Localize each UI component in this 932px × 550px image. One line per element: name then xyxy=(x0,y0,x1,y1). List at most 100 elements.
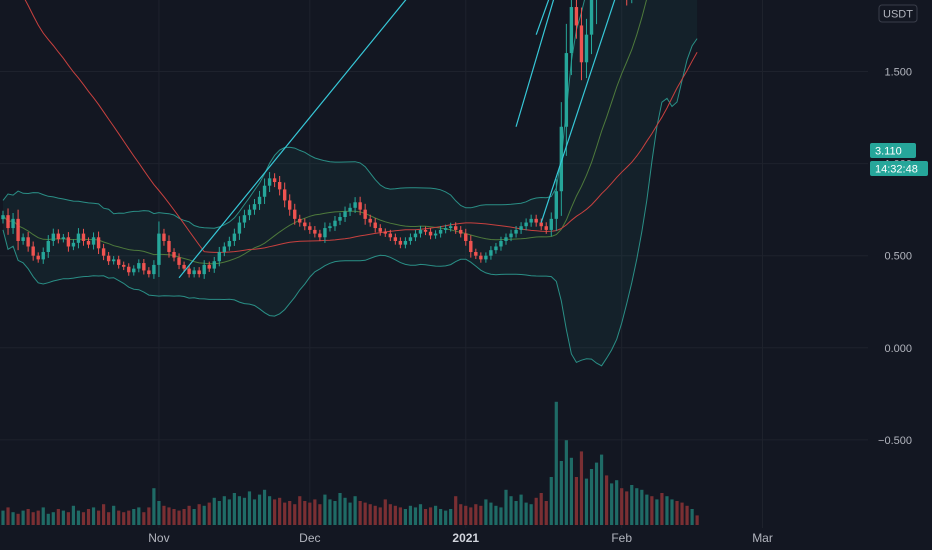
volume-bar xyxy=(479,505,483,525)
volume-bar xyxy=(454,496,458,525)
volume-bar xyxy=(519,494,523,525)
volume-bar xyxy=(504,489,508,525)
trendlines xyxy=(178,0,616,279)
candle-body xyxy=(272,178,277,183)
volume-bar xyxy=(96,510,101,525)
candle-body xyxy=(237,222,242,234)
candle-body xyxy=(338,217,342,221)
volume-bar xyxy=(353,496,357,525)
volume-bar xyxy=(61,510,65,525)
candle-body xyxy=(197,270,201,275)
volume-bar xyxy=(579,451,584,525)
volume-bar xyxy=(408,505,413,525)
candle-body xyxy=(484,255,488,260)
candle-body xyxy=(393,237,398,241)
currency-label[interactable]: USDT xyxy=(878,4,918,23)
volume-bar xyxy=(207,502,211,525)
volume-bar xyxy=(283,502,287,525)
volume-bar xyxy=(554,401,558,525)
volume-bar xyxy=(640,489,644,525)
volume-bar xyxy=(36,510,40,525)
volume-bar xyxy=(117,510,121,525)
candle-body xyxy=(127,266,131,273)
candle-body xyxy=(157,233,161,265)
candle-body xyxy=(388,233,393,238)
candle-body xyxy=(534,218,538,223)
y-tick-label: 1.500 xyxy=(884,67,912,79)
volume-bar xyxy=(449,509,453,525)
candle-body xyxy=(11,218,15,229)
volume-bar xyxy=(605,475,609,525)
candle-body xyxy=(257,196,262,205)
candle-body xyxy=(162,233,166,241)
volume-bar xyxy=(599,454,604,525)
candle-body xyxy=(222,246,227,253)
candle-body xyxy=(116,259,121,265)
volume-bar xyxy=(413,507,418,525)
volume-bar xyxy=(252,499,257,525)
candle-body xyxy=(227,240,232,247)
candle-body xyxy=(433,233,438,236)
candle-body xyxy=(514,229,518,234)
candle-body xyxy=(554,191,558,219)
candle-body xyxy=(212,261,216,269)
volume-bar xyxy=(499,507,503,525)
volume-bar xyxy=(433,505,438,525)
candle-body xyxy=(182,264,186,269)
volume-bar xyxy=(293,504,297,525)
volume-bar xyxy=(142,512,146,525)
volume-bar xyxy=(524,502,528,525)
candle-body xyxy=(403,240,408,245)
volume-bar xyxy=(91,507,96,525)
volume-bar xyxy=(267,496,272,525)
time-axis[interactable]: Nov Dec 2021 Feb Mar xyxy=(148,531,773,545)
volume-bar xyxy=(247,491,252,525)
volume-bar xyxy=(46,513,50,525)
candle-body xyxy=(262,185,267,197)
last-price-tag: 3.110 14:32:48 xyxy=(870,143,928,176)
volume-bar xyxy=(544,501,548,525)
volume-bar xyxy=(313,499,317,525)
volume-bar xyxy=(484,499,488,525)
candle-body xyxy=(519,226,523,230)
candle-body xyxy=(111,259,116,262)
candle-body xyxy=(418,229,423,234)
volume-bar xyxy=(157,501,161,525)
candle-body xyxy=(464,233,468,241)
volume-bar xyxy=(41,507,45,525)
candle-body xyxy=(589,0,594,35)
candle-body xyxy=(323,228,327,238)
band-lower xyxy=(2,38,698,367)
trendline xyxy=(515,0,555,127)
volume-bar xyxy=(559,461,563,525)
y-tick-label: −0.500 xyxy=(878,435,912,447)
candle-body xyxy=(147,270,151,275)
candle-body xyxy=(574,7,579,26)
volume-bar xyxy=(162,505,166,525)
volume-bar xyxy=(670,499,674,525)
candle-body xyxy=(303,222,307,227)
volume-bar xyxy=(112,505,116,525)
candle-body xyxy=(509,233,513,238)
volume-bar xyxy=(182,509,186,525)
volume-bar xyxy=(610,483,614,525)
candle-body xyxy=(373,222,377,229)
volume-bar xyxy=(202,505,206,525)
volume-bar xyxy=(212,497,216,525)
volume-bar xyxy=(675,501,679,525)
candle-body xyxy=(378,228,382,232)
volume-bar xyxy=(368,504,372,525)
candle-body xyxy=(333,220,337,227)
volume-bar xyxy=(494,505,498,525)
volume-bar xyxy=(358,501,362,525)
volume-bar xyxy=(242,497,247,525)
volume-bar xyxy=(227,499,231,525)
volume-bar xyxy=(660,493,664,525)
candle-body xyxy=(579,25,584,63)
countdown-text: 14:32:48 xyxy=(875,164,918,176)
candle-body xyxy=(343,211,347,218)
candle-body xyxy=(549,218,553,230)
volume-bar xyxy=(489,502,493,525)
volume-bar xyxy=(237,496,242,525)
